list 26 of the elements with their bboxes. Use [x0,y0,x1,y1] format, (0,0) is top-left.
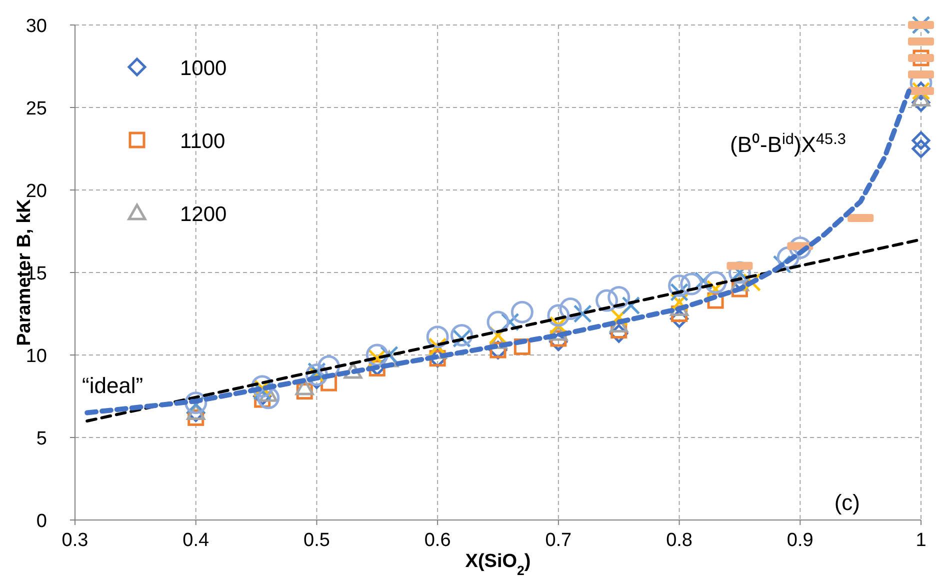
y-tick-label: 0 [36,511,47,532]
point [510,300,534,324]
x-tick-label: 0.7 [545,530,572,551]
annotation: “ideal” [82,373,144,398]
annotation: (B⁰-B$^{id}$)X$^{45.3}$ [730,130,846,157]
point [912,140,930,158]
y-tick-label: 5 [36,428,47,450]
x-tick-label: 0.5 [304,530,330,551]
point [912,131,930,150]
x-tick-label: 0.9 [786,530,814,551]
legend-label: 1000 [180,57,227,80]
point [547,304,570,327]
x-tick-label: 0.6 [424,530,451,551]
annotation: (c) [834,490,860,515]
point [680,272,703,296]
x-tick-label: 0.4 [182,530,210,551]
y-tick-label: 30 [26,16,47,37]
y-tick-label: 25 [26,98,47,120]
legend-label: 1100 [180,130,226,153]
x-tick-label: 0.8 [666,530,692,551]
x-tick-label: 1 [916,530,926,551]
x-axis-title: X(SiO$_{2}$) [465,551,531,578]
x-tick-label: 0.3 [62,530,88,551]
point [608,286,630,308]
legend-label: 1200 [180,203,227,226]
y-tick-label: 10 [26,346,47,367]
